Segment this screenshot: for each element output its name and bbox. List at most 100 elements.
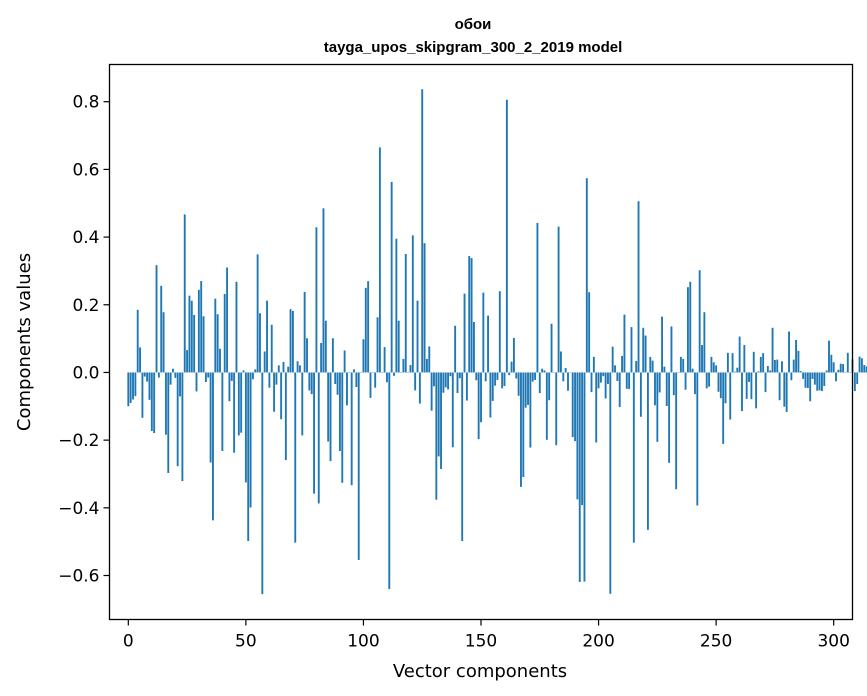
bar-49 (242, 370, 245, 373)
bar-66 (282, 361, 285, 373)
bar-206 (611, 346, 614, 373)
bar-264 (748, 372, 750, 382)
bar-287 (802, 372, 805, 379)
x-tick-label: 50 (235, 632, 257, 652)
bar-198 (592, 356, 595, 373)
bar-126 (423, 243, 426, 373)
bar-226 (658, 372, 661, 393)
bar-271 (764, 372, 767, 393)
bar-132 (437, 372, 440, 457)
bar-296 (823, 372, 826, 386)
bar-9 (148, 372, 151, 400)
bar-258 (734, 371, 736, 373)
bar-57 (261, 372, 264, 595)
bar-186 (564, 368, 567, 373)
bar-131 (435, 372, 438, 500)
bar-299 (830, 354, 833, 373)
bar-211 (623, 314, 626, 373)
bar-144 (465, 372, 468, 401)
bar-280 (785, 372, 788, 413)
bar-288 (804, 372, 807, 388)
bar-157 (496, 372, 499, 380)
bar-88 (334, 372, 337, 384)
bar-216 (635, 360, 638, 373)
bar-71 (294, 372, 297, 543)
bar-235 (679, 356, 682, 373)
bar-106 (376, 317, 379, 373)
bar-268 (757, 371, 760, 373)
bar-176 (541, 368, 544, 373)
bar-149 (477, 372, 480, 440)
bar-25 (186, 350, 189, 373)
bar-22 (179, 372, 181, 397)
bar-237 (684, 372, 687, 390)
bar-52 (249, 372, 252, 508)
x-tick-label: 300 (817, 632, 849, 652)
y-tick-label: −0.6 (58, 567, 99, 587)
bar-224 (654, 372, 656, 406)
bar-195 (585, 178, 588, 373)
bar-197 (590, 372, 593, 393)
bar-97 (355, 372, 358, 388)
bar-171 (529, 372, 532, 448)
bar-253 (722, 372, 725, 444)
bar-121 (411, 235, 414, 373)
bar-127 (425, 358, 428, 373)
bar-214 (630, 327, 633, 373)
bar-241 (694, 372, 696, 395)
bar-35 (209, 372, 212, 463)
bar-102 (367, 281, 370, 373)
bar-23 (181, 372, 184, 482)
bar-74 (301, 372, 304, 436)
bar-112 (390, 181, 393, 373)
bar-221 (647, 372, 649, 530)
bar-148 (475, 372, 478, 381)
bar-178 (545, 372, 548, 440)
bar-250 (715, 365, 718, 373)
bar-141 (458, 372, 461, 379)
bar-38 (216, 314, 219, 373)
bar-61 (270, 324, 273, 373)
bar-270 (762, 353, 765, 373)
bar-220 (644, 335, 647, 373)
bar-251 (717, 372, 720, 392)
bar-167 (520, 372, 522, 487)
bar-222 (649, 356, 652, 373)
bar-84 (324, 320, 327, 373)
bar-6 (141, 372, 144, 418)
bar-79 (313, 372, 315, 494)
bar-265 (750, 372, 753, 400)
bar-294 (818, 372, 821, 391)
bar-48 (240, 372, 243, 433)
y-tick-label: −0.2 (58, 431, 99, 451)
y-tick-label: −0.4 (58, 499, 99, 519)
bar-89 (336, 372, 339, 395)
bar-15 (162, 312, 165, 373)
bar-306 (846, 352, 849, 373)
bar-281 (788, 331, 790, 373)
bar-204 (607, 372, 609, 384)
bar-156 (494, 372, 497, 386)
bar-175 (538, 372, 541, 394)
bar-1 (129, 372, 132, 403)
plot-frame (108, 63, 854, 621)
bar-284 (795, 339, 798, 373)
bar-313 (863, 365, 866, 373)
bar-123 (416, 300, 419, 373)
bar-160 (503, 372, 506, 386)
bar-111 (388, 372, 391, 590)
bar-304 (842, 364, 845, 373)
bar-203 (604, 372, 607, 399)
bar-162 (508, 372, 511, 376)
bar-247 (708, 372, 711, 387)
bar-34 (207, 372, 210, 378)
bar-85 (327, 372, 330, 442)
bar-269 (759, 356, 762, 373)
bar-50 (244, 372, 247, 483)
bar-293 (816, 372, 819, 391)
bar-67 (284, 372, 287, 461)
bar-266 (752, 351, 755, 373)
bar-300 (832, 362, 835, 373)
bar-196 (588, 292, 591, 373)
